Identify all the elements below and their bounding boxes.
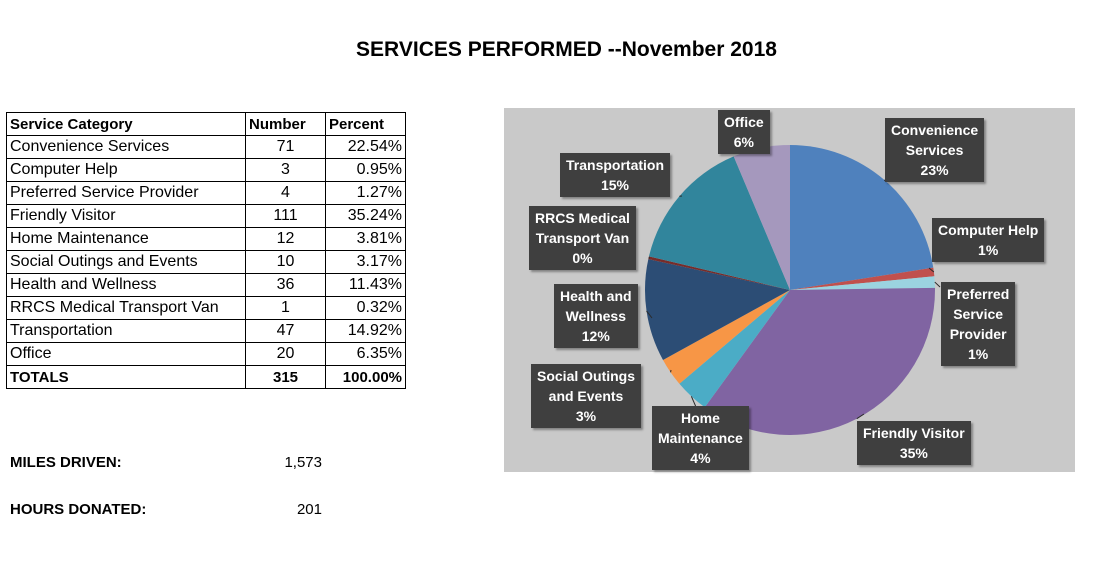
- cell-number: 12: [245, 227, 326, 251]
- services-pie-chart: Convenience Services 23% Computer Help 1%…: [504, 108, 1075, 472]
- header-percent: Percent: [325, 112, 406, 136]
- leader-line: [928, 267, 935, 273]
- hours-donated-label: HOURS DONATED:: [10, 501, 147, 518]
- table-row: Friendly Visitor 111 35.24%: [6, 204, 406, 228]
- cell-percent: 11.43%: [325, 273, 406, 297]
- totals-label: TOTALS: [6, 365, 246, 389]
- cell-category: Social Outings and Events: [6, 250, 246, 274]
- cell-percent: 6.35%: [325, 342, 406, 366]
- data-label: Convenience Services 23%: [885, 118, 985, 182]
- leader-line: [646, 310, 653, 319]
- pie-svg: [645, 145, 941, 435]
- cell-number: 10: [245, 250, 326, 274]
- cell-number: 3: [245, 158, 326, 182]
- cell-category: Preferred Service Provider: [6, 181, 246, 205]
- cell-number: 71: [245, 135, 326, 159]
- totals-percent: 100.00%: [325, 365, 406, 389]
- cell-percent: 1.27%: [325, 181, 406, 205]
- hours-donated-value: 201: [296, 501, 322, 518]
- data-label: Preferred Service Provider 1%: [941, 282, 1016, 366]
- data-label: RRCS Medical Transport Van 0%: [529, 206, 636, 270]
- data-label: Social Outings and Events 3%: [531, 364, 642, 428]
- cell-category: Transportation: [6, 319, 246, 343]
- cell-category: Office: [6, 342, 246, 366]
- cell-category: Home Maintenance: [6, 227, 246, 251]
- header-category: Service Category: [6, 112, 246, 136]
- cell-number: 1: [245, 296, 326, 320]
- cell-percent: 0.95%: [325, 158, 406, 182]
- pie-slice: [790, 145, 934, 290]
- pie-slice: [648, 156, 790, 290]
- pie-slice: [733, 145, 790, 290]
- table-row: Office 20 6.35%: [6, 342, 406, 366]
- cell-number: 20: [245, 342, 326, 366]
- data-label: Transportation 15%: [560, 153, 671, 197]
- table-row: Social Outings and Events 10 3.17%: [6, 250, 406, 274]
- page-title: SERVICES PERFORMED --November 2018: [356, 38, 777, 61]
- pie-slice: [704, 287, 935, 435]
- totals-number: 315: [245, 365, 326, 389]
- cell-percent: 3.17%: [325, 250, 406, 274]
- cell-percent: 3.81%: [325, 227, 406, 251]
- cell-category: Computer Help: [6, 158, 246, 182]
- data-label: Health and Wellness 12%: [554, 284, 638, 348]
- cell-percent: 35.24%: [325, 204, 406, 228]
- cell-category: Health and Wellness: [6, 273, 246, 297]
- totals-row: TOTALS 315 100.00%: [6, 365, 406, 389]
- cell-category: Friendly Visitor: [6, 204, 246, 228]
- data-label: Computer Help 1%: [932, 218, 1045, 262]
- header-number: Number: [245, 112, 326, 136]
- cell-category: Convenience Services: [6, 135, 246, 159]
- services-table: Service Category Number Percent Convenie…: [6, 112, 406, 389]
- table-row: Convenience Services 71 22.54%: [6, 135, 406, 159]
- miles-driven-label: MILES DRIVEN:: [10, 454, 122, 471]
- data-label: Office 6%: [718, 110, 770, 154]
- table-row: Health and Wellness 36 11.43%: [6, 273, 406, 297]
- cell-number: 47: [245, 319, 326, 343]
- table-row: RRCS Medical Transport Van 1 0.32%: [6, 296, 406, 320]
- pie-slice: [648, 256, 790, 290]
- data-label: Friendly Visitor 35%: [857, 421, 971, 465]
- cell-percent: 14.92%: [325, 319, 406, 343]
- miles-driven-value: 1,573: [284, 454, 322, 471]
- data-label: Home Maintenance 4%: [652, 406, 749, 470]
- leader-line: [934, 281, 941, 288]
- table-row: Computer Help 3 0.95%: [6, 158, 406, 182]
- table-row: Transportation 47 14.92%: [6, 319, 406, 343]
- cell-percent: 22.54%: [325, 135, 406, 159]
- cell-number: 4: [245, 181, 326, 205]
- table-row: Home Maintenance 12 3.81%: [6, 227, 406, 251]
- cell-number: 111: [245, 204, 326, 228]
- cell-number: 36: [245, 273, 326, 297]
- pie-slice: [790, 267, 935, 290]
- pie-slice: [663, 290, 790, 384]
- cell-percent: 0.32%: [325, 296, 406, 320]
- leader-line: [856, 413, 865, 420]
- table-header-row: Service Category Number Percent: [6, 112, 406, 136]
- table-row: Preferred Service Provider 4 1.27%: [6, 181, 406, 205]
- cell-category: RRCS Medical Transport Van: [6, 296, 246, 320]
- pie-slice: [679, 290, 790, 408]
- pie-slice: [645, 259, 790, 360]
- pie-slice: [790, 276, 935, 290]
